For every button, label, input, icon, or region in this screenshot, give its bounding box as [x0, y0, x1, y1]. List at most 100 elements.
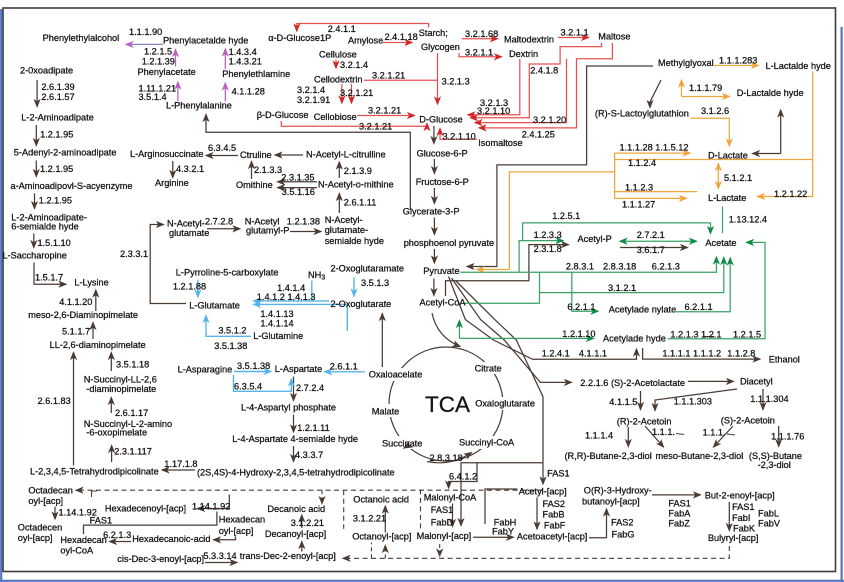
svg-text:4.1.1.28: 4.1.1.28	[232, 87, 265, 97]
svg-text:1.1.1.27: 1.1.1.27	[622, 200, 655, 210]
svg-text:-2,3-diol: -2,3-diol	[758, 460, 791, 470]
svg-text:Decanoic acid: Decanoic acid	[267, 504, 325, 514]
svg-text:Malonyl-CoA: Malonyl-CoA	[424, 493, 477, 503]
svg-text:2.6.1.83: 2.6.1.83	[38, 396, 71, 406]
svg-text:butanoyl-[acp]: butanoyl-[acp]	[582, 497, 640, 507]
svg-text:Succinate: Succinate	[382, 439, 422, 449]
svg-text:Octadecan: Octadecan	[28, 486, 72, 496]
svg-text:Acetyl-[acp]: Acetyl-[acp]	[519, 487, 567, 497]
svg-text:cis-Dec-3-enoyl-[acp]: cis-Dec-3-enoyl-[acp]	[117, 554, 204, 564]
svg-text:2.6.1.17: 2.6.1.17	[115, 408, 148, 418]
svg-text:TCA: TCA	[425, 392, 470, 417]
svg-text:1.4.1.4: 1.4.1.4	[277, 283, 305, 293]
svg-text:3.2.1.21: 3.2.1.21	[340, 88, 373, 98]
svg-text:Phenylacetate: Phenylacetate	[138, 67, 196, 77]
svg-text:Oxaloglutarate: Oxaloglutarate	[475, 399, 535, 409]
svg-text:Pyruvate: Pyruvate	[423, 266, 459, 276]
svg-text:3.5.1.18: 3.5.1.18	[116, 360, 149, 370]
svg-text:FabF: FabF	[544, 521, 566, 531]
svg-text:Fructose-6-P: Fructose-6-P	[416, 177, 469, 187]
svg-text:a-Aminoadipovl-S-acyenzyme: a-Aminoadipovl-S-acyenzyme	[11, 181, 133, 191]
svg-text:Ctruline: Ctruline	[240, 150, 272, 160]
svg-text:1.4.1.13: 1.4.1.13	[260, 309, 293, 319]
svg-text:Octadecen: Octadecen	[18, 523, 62, 533]
svg-text:1.1.1.283: 1.1.1.283	[719, 56, 757, 66]
svg-text:3.1.2.21: 3.1.2.21	[291, 518, 324, 528]
svg-text:FabA: FabA	[668, 509, 691, 519]
svg-text:α-D-Glucose1P: α-D-Glucose1P	[268, 33, 331, 43]
svg-text:5.3.3.14: 5.3.3.14	[203, 551, 236, 561]
svg-text:L-4-Aspartyl phosphate: L-4-Aspartyl phosphate	[241, 403, 336, 413]
svg-text:2.7.2.1: 2.7.2.1	[637, 230, 665, 240]
svg-text:(2S,4S)-4-Hydroxy-2,3,4,5-tetr: (2S,4S)-4-Hydroxy-2,3,4,5-tetrahydrodipi…	[197, 468, 395, 478]
svg-text:FAS1: FAS1	[90, 516, 112, 526]
svg-text:1.4.3.4: 1.4.3.4	[229, 47, 257, 57]
svg-text:Cellodextrin: Cellodextrin	[314, 74, 363, 84]
svg-text:N-Acetyl-: N-Acetyl-	[167, 219, 205, 229]
svg-text:Acetyl-CoA: Acetyl-CoA	[420, 298, 467, 308]
svg-text:2.6.1.39: 2.6.1.39	[41, 82, 74, 92]
svg-text:1.2.3.3: 1.2.3.3	[534, 230, 562, 240]
svg-text:meso-2,6-Diaminopimelate: meso-2,6-Diaminopimelate	[28, 310, 138, 320]
svg-text:6.2.1.3: 6.2.1.3	[103, 530, 131, 540]
svg-text:L-Glutamate: L-Glutamate	[189, 301, 240, 311]
svg-text:D-Lactalde hyde: D-Lactalde hyde	[737, 88, 804, 98]
svg-text:Decanoyl-[acp]: Decanoyl-[acp]	[265, 529, 326, 539]
svg-text:L-2,3,4,5-Tetrahydrodipicolina: L-2,3,4,5-Tetrahydrodipicolinate	[30, 467, 159, 477]
svg-text:3.2.1.4: 3.2.1.4	[340, 60, 368, 70]
svg-text:3.2.1.21: 3.2.1.21	[359, 122, 392, 132]
svg-text:L-2-Aminoadipate-: L-2-Aminoadipate-	[11, 213, 87, 223]
svg-text:1.1.1.: 1.1.1.	[652, 427, 675, 437]
svg-text:2.6.1.11: 2.6.1.11	[344, 198, 377, 208]
svg-text:2.6.1.57: 2.6.1.57	[41, 92, 74, 102]
svg-text:L-Arginosuccinate: L-Arginosuccinate	[130, 149, 204, 159]
svg-text:3.2.1.1: 3.2.1.1	[561, 28, 589, 38]
svg-text:Acetyl-P: Acetyl-P	[578, 234, 612, 244]
svg-text:FAS2: FAS2	[611, 518, 633, 528]
svg-text:Hexadecanoic-acid: Hexadecanoic-acid	[132, 534, 210, 544]
svg-text:1.1.1.28 1.1.5.12: 1.1.1.28 1.1.5.12	[620, 143, 689, 153]
svg-text:1.2.1.38: 1.2.1.38	[287, 217, 320, 227]
svg-text:(S)-2-Acetoin: (S)-2-Acetoin	[721, 416, 775, 426]
svg-text:1.1.1.304: 1.1.1.304	[750, 394, 788, 404]
svg-text:1.2.1.11: 1.2.1.11	[297, 423, 330, 433]
svg-text:L-Saccharopine: L-Saccharopine	[3, 251, 67, 261]
svg-text:1.13.12.4: 1.13.12.4	[729, 215, 767, 225]
svg-text:3.2.1.1: 3.2.1.1	[465, 48, 493, 58]
svg-text:3.6.1.7: 3.6.1.7	[637, 245, 665, 255]
svg-text:4.1.1.5: 4.1.1.5	[609, 397, 637, 407]
svg-text:3.1.2.21: 3.1.2.21	[353, 514, 386, 524]
svg-text:N-Acetyl-o-mithine: N-Acetyl-o-mithine	[318, 180, 394, 190]
svg-text:Acetylade hyde: Acetylade hyde	[603, 334, 666, 344]
svg-text:1.1.2.8: 1.1.2.8	[727, 349, 755, 359]
svg-text:1.4.1.2 1.4.1.3: 1.4.1.2 1.4.1.3	[257, 292, 316, 302]
svg-text:1.2.1.88: 1.2.1.88	[173, 282, 206, 292]
svg-text:Octanoyl-[acp]: Octanoyl-[acp]	[352, 532, 411, 542]
svg-text:2-Oxoglutarate: 2-Oxoglutarate	[331, 299, 392, 309]
svg-text:Oxaloacelate: Oxaloacelate	[369, 370, 423, 380]
svg-text:L-Glutamine: L-Glutamine	[253, 331, 303, 341]
svg-text:1.2.1.95: 1.2.1.95	[40, 130, 73, 140]
svg-text:FAS1: FAS1	[431, 505, 453, 515]
svg-text:2.4.1.18: 2.4.1.18	[385, 32, 418, 42]
svg-text:(R)-2-Acetoin: (R)-2-Acetoin	[617, 417, 672, 427]
svg-text:D-Lactate: D-Lactate	[708, 151, 748, 161]
svg-text:FabV: FabV	[758, 519, 781, 529]
svg-text:3.2.1.3: 3.2.1.3	[442, 77, 470, 87]
svg-text:phosphoenol pyruvate: phosphoenol pyruvate	[404, 238, 494, 248]
svg-text:FabG: FabG	[612, 530, 635, 540]
svg-text:Diacetyl: Diacetyl	[740, 377, 773, 387]
svg-text:5.1.2.1: 5.1.2.1	[724, 173, 752, 183]
svg-text:Hexadecan: Hexadecan	[219, 515, 265, 525]
svg-text:FAS1: FAS1	[547, 468, 569, 478]
svg-text:β-D-Glucose: β-D-Glucose	[257, 110, 309, 120]
svg-text:1.2.4.1: 1.2.4.1	[542, 349, 570, 359]
svg-text:(S,S)-Butane: (S,S)-Butane	[749, 451, 802, 461]
svg-text:1.4.1.14: 1.4.1.14	[260, 319, 293, 329]
svg-text:1.2.1.22: 1.2.1.22	[774, 189, 807, 199]
svg-text:1.17.1.8: 1.17.1.8	[164, 459, 197, 469]
svg-text:L-Aspartate: L-Aspartate	[275, 364, 323, 374]
svg-text:6.3.5.4: 6.3.5.4	[234, 382, 262, 392]
svg-text:glutamate: glutamate	[169, 228, 209, 238]
svg-text:Glycerate-3-P: Glycerate-3-P	[403, 207, 460, 217]
